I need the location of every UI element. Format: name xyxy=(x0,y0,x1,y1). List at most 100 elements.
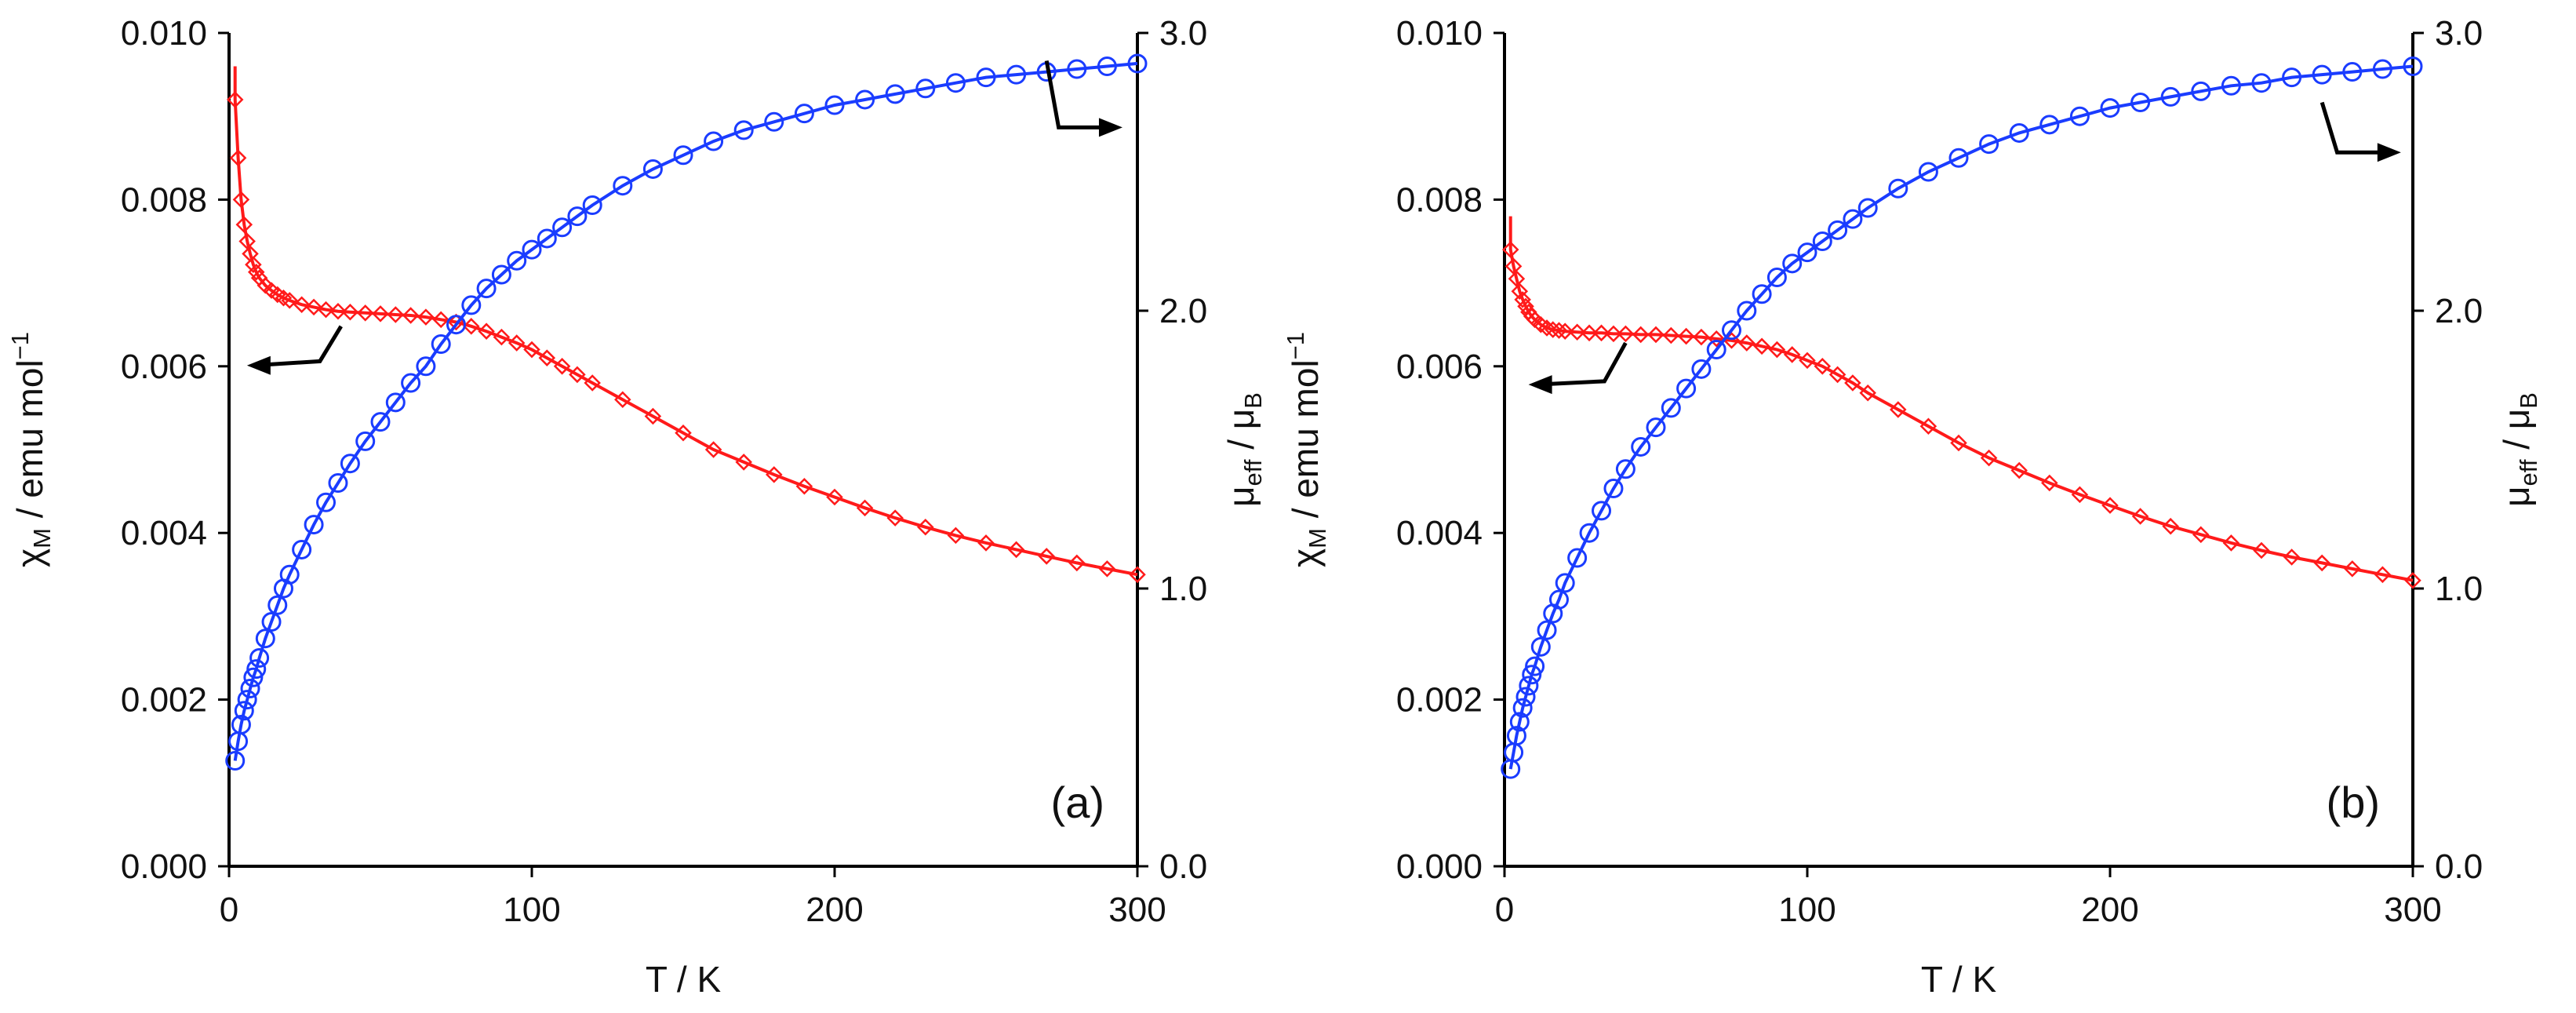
arrow-head xyxy=(1098,118,1122,137)
data-point xyxy=(1888,178,1908,199)
data-point xyxy=(385,392,406,413)
series-mu-eff xyxy=(225,53,1148,771)
data-point xyxy=(1007,541,1025,559)
chart-panel-a: 0 100 200 300 0.000 0.002 0.004 0.006 0.008 0.010… xyxy=(6,14,1267,1000)
right-y-tick-label: 2.0 xyxy=(1159,292,1207,330)
data-point xyxy=(2374,566,2392,584)
x-tick-label: 200 xyxy=(806,891,863,929)
data-point xyxy=(402,307,420,324)
data-point xyxy=(341,304,359,321)
data-point xyxy=(1504,257,1523,275)
data-point xyxy=(372,305,389,322)
data-point xyxy=(232,191,250,209)
data-point xyxy=(1890,401,1907,418)
data-point xyxy=(567,206,588,227)
data-point xyxy=(2041,474,2058,492)
data-point xyxy=(1519,676,1539,696)
data-point xyxy=(2071,486,2089,504)
left-y-tick-label: 0.000 xyxy=(121,847,207,886)
data-point xyxy=(2283,548,2301,566)
data-point xyxy=(238,232,256,250)
data-point xyxy=(1605,325,1622,343)
x-tick-label: 0 xyxy=(220,891,238,929)
data-point xyxy=(249,648,270,668)
data-point xyxy=(329,302,347,320)
axis-indicator-arrow xyxy=(1044,60,1116,129)
data-point xyxy=(1567,548,1588,568)
data-point xyxy=(1617,325,1635,343)
x-axis-label: T / K xyxy=(1921,959,1997,1000)
data-point xyxy=(856,499,874,517)
data-point xyxy=(1919,417,1937,435)
data-point xyxy=(493,328,511,346)
data-point xyxy=(446,315,466,335)
axis-indicator-arrow xyxy=(1534,341,1628,387)
data-point xyxy=(1753,337,1770,355)
data-point xyxy=(1948,148,1969,168)
right-y-tick-label: 1.0 xyxy=(2435,570,2483,608)
data-point xyxy=(1068,554,1086,572)
data-point xyxy=(1814,358,1832,375)
data-point xyxy=(2069,106,2090,126)
data-point xyxy=(1097,56,1117,76)
data-point xyxy=(735,454,752,471)
arrow-head xyxy=(2377,143,2401,162)
data-point xyxy=(582,195,602,215)
data-point xyxy=(1038,548,1055,565)
data-point xyxy=(855,89,875,110)
data-point xyxy=(826,488,843,506)
left-y-axis-label: χM / emu mol−1 xyxy=(6,332,56,567)
data-point xyxy=(1603,479,1624,499)
left-y-tick-label: 0.006 xyxy=(121,348,207,386)
data-point xyxy=(538,349,556,366)
data-point xyxy=(246,659,267,680)
panel-label: (a) xyxy=(1051,778,1104,827)
data-point xyxy=(1579,523,1599,543)
data-point xyxy=(1662,326,1680,344)
fit-line xyxy=(233,61,1138,761)
data-point xyxy=(733,120,754,140)
data-point xyxy=(279,564,300,585)
axis-indicator-arrow xyxy=(2319,101,2395,155)
x-tick-label: 100 xyxy=(503,891,560,929)
data-point xyxy=(915,78,936,99)
data-point xyxy=(1783,346,1801,363)
data-point xyxy=(245,256,262,274)
left-y-tick-label: 0.010 xyxy=(121,14,207,53)
data-point xyxy=(1737,301,1757,321)
data-point xyxy=(478,322,495,340)
data-point xyxy=(704,441,722,458)
data-point xyxy=(1980,449,1998,467)
data-point xyxy=(1828,366,1846,384)
right-y-tick-label: 3.0 xyxy=(2435,14,2483,53)
left-y-tick-label: 0.002 xyxy=(1396,681,1483,720)
x-tick-label: 100 xyxy=(1778,891,1836,929)
data-point xyxy=(1797,242,1817,263)
data-point xyxy=(1512,698,1533,718)
data-point xyxy=(1691,359,1712,379)
data-point xyxy=(1768,341,1786,359)
data-point xyxy=(292,539,312,559)
data-point xyxy=(2131,508,2149,525)
data-point xyxy=(304,515,324,535)
x-tick-label: 200 xyxy=(2081,891,2138,929)
right-y-tick-label: 3.0 xyxy=(1159,14,1207,53)
data-point xyxy=(1782,253,1803,274)
data-point xyxy=(1722,320,1741,341)
data-point xyxy=(673,145,693,166)
data-point xyxy=(1538,319,1555,337)
data-point xyxy=(1006,64,1027,85)
data-point xyxy=(2372,59,2392,79)
data-point xyxy=(2403,56,2423,76)
data-point xyxy=(431,333,451,354)
data-point xyxy=(522,239,542,260)
data-point xyxy=(401,373,421,393)
data-point xyxy=(508,334,526,352)
data-point xyxy=(1632,326,1650,344)
data-point xyxy=(2282,67,2302,88)
data-point xyxy=(1568,323,1586,341)
data-point xyxy=(2251,73,2272,93)
data-point xyxy=(1706,340,1726,360)
data-point xyxy=(1550,322,1568,339)
